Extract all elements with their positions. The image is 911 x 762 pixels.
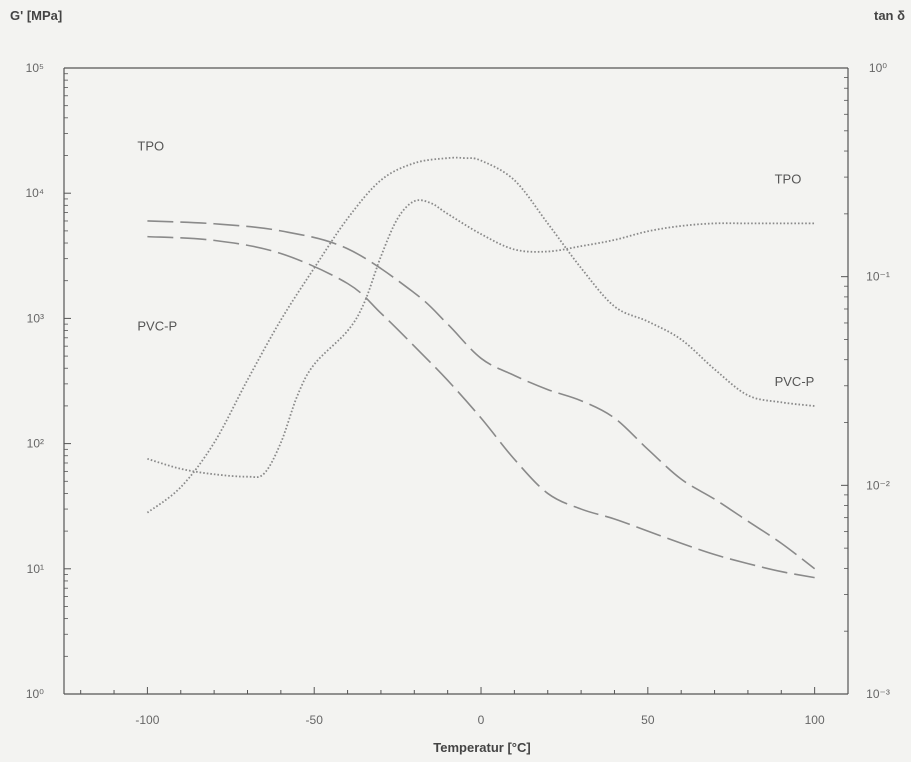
y-left-tick-label: 10³ xyxy=(27,311,44,325)
x-tick-label: -50 xyxy=(306,713,324,727)
y-right-tick-label: 10⁻² xyxy=(866,478,890,492)
x-tick-label: 100 xyxy=(805,713,825,727)
curve-label: PVC-P xyxy=(775,374,815,389)
x-tick-label: -100 xyxy=(135,713,159,727)
curve-label: TPO xyxy=(775,171,802,186)
series-group xyxy=(146,156,816,579)
series-line-3 xyxy=(146,156,815,514)
y-right-tick-label: 10⁻³ xyxy=(866,687,890,701)
curve-label: TPO xyxy=(137,138,164,153)
y-left-tick-label: 10¹ xyxy=(27,562,44,576)
annotations-group: TPO PVC-P TPO PVC-P xyxy=(137,138,814,388)
left-axis-title: G' [MPa] xyxy=(10,8,62,23)
y-left-tick-label: 10² xyxy=(27,437,44,451)
y-left-tick-label: 10⁵ xyxy=(26,61,44,75)
x-axis-title: Temperatur [°C] xyxy=(433,740,530,755)
y-left-tick-label: 10⁴ xyxy=(25,186,44,200)
y-left-tick-label: 10⁰ xyxy=(26,687,44,701)
right-axis-title: tan δ xyxy=(874,8,905,23)
x-tick-label: 50 xyxy=(641,713,655,727)
series-line-1 xyxy=(147,220,816,570)
series-line-2 xyxy=(147,235,815,579)
y-right-tick-label: 10⁻¹ xyxy=(866,270,890,284)
y-right-tick-label: 10⁰ xyxy=(869,61,887,75)
series-line-4 xyxy=(147,199,815,479)
axes-group: -100 -50 0 50 100 10⁰ 10¹ 10² 10³ 10⁴ 10⁵ 10⁻³ 10⁻² 1… xyxy=(25,61,889,727)
curve-label: PVC-P xyxy=(137,319,177,334)
x-tick-label: 0 xyxy=(478,713,485,727)
